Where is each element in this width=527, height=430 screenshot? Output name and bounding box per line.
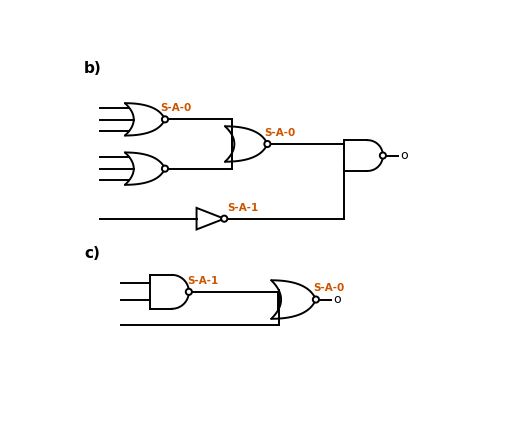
Text: S-A-1: S-A-1 bbox=[227, 203, 259, 213]
Circle shape bbox=[162, 166, 168, 172]
Text: S-A-1: S-A-1 bbox=[187, 276, 219, 286]
Circle shape bbox=[380, 153, 386, 159]
Circle shape bbox=[162, 116, 168, 123]
Circle shape bbox=[221, 215, 227, 222]
Circle shape bbox=[265, 141, 270, 147]
Circle shape bbox=[186, 289, 192, 295]
Text: b): b) bbox=[84, 61, 102, 76]
Text: c): c) bbox=[84, 246, 100, 261]
Text: S-A-0: S-A-0 bbox=[313, 283, 344, 293]
Text: S-A-0: S-A-0 bbox=[160, 103, 192, 113]
Text: o: o bbox=[400, 149, 407, 162]
Text: o: o bbox=[333, 293, 340, 306]
Circle shape bbox=[313, 296, 319, 303]
Text: S-A-0: S-A-0 bbox=[265, 128, 296, 138]
